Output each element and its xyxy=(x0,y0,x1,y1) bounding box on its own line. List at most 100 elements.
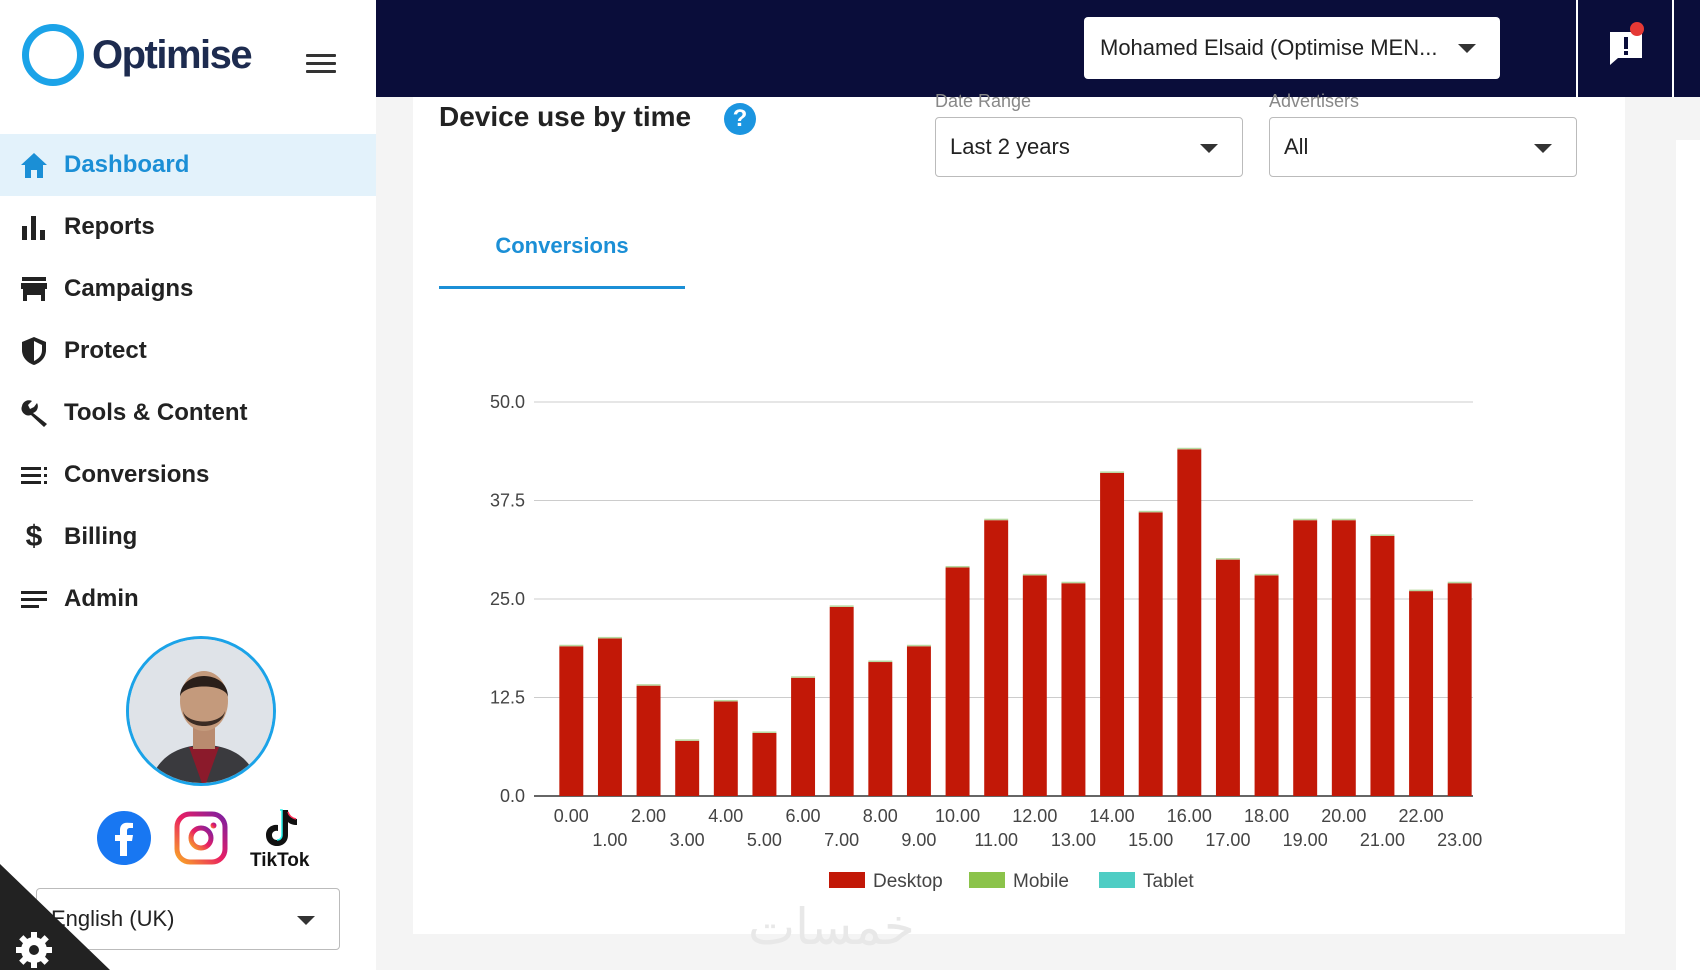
sidebar-item-label: Protect xyxy=(64,337,147,364)
sidebar-item-reports[interactable]: Reports xyxy=(0,196,376,258)
bar-top-highlight xyxy=(1370,534,1395,536)
sidebar-item-admin[interactable]: Admin xyxy=(0,568,376,630)
legend-swatch-desktop xyxy=(829,872,865,888)
bar-desktop xyxy=(1370,535,1395,796)
bar-desktop xyxy=(559,646,584,796)
x-tick-label: 22.00 xyxy=(1399,806,1444,826)
menu-lines-icon xyxy=(18,583,50,615)
sidebar-item-conversions[interactable]: Conversions xyxy=(0,444,376,506)
sidebar-item-protect[interactable]: Protect xyxy=(0,320,376,382)
bar-top-highlight xyxy=(713,699,738,702)
bar-top-highlight xyxy=(868,660,893,663)
header-divider xyxy=(1576,0,1578,97)
x-tick-label: 20.00 xyxy=(1321,806,1366,826)
chevron-down-icon xyxy=(1200,144,1218,153)
sidebar-nav: Dashboard Reports Campaigns Protect Tool… xyxy=(0,134,376,630)
legend-label-mobile: Mobile xyxy=(1013,871,1069,892)
bar-top-highlight xyxy=(597,636,622,639)
x-tick-label: 10.00 xyxy=(935,806,980,826)
x-tick-label: 6.00 xyxy=(786,806,821,826)
hamburger-menu-icon[interactable] xyxy=(306,54,336,76)
tiktok-icon xyxy=(265,809,297,846)
advertisers-select[interactable]: All xyxy=(1269,117,1577,177)
settings-corner[interactable] xyxy=(0,864,110,970)
bar-top-highlight xyxy=(1409,589,1434,592)
sidebar-item-label: Dashboard xyxy=(64,151,190,178)
bar-desktop xyxy=(906,646,931,796)
x-tick-label: 15.00 xyxy=(1128,830,1173,850)
x-tick-label: 5.00 xyxy=(747,830,782,850)
bar-top-highlight xyxy=(1138,510,1163,513)
bar-top-highlight xyxy=(1215,558,1240,560)
sidebar-item-tools-content[interactable]: Tools & Content xyxy=(0,382,376,444)
sidebar-item-dashboard[interactable]: Dashboard xyxy=(0,134,376,196)
bar-desktop xyxy=(1293,520,1318,796)
x-tick-label: 17.00 xyxy=(1205,830,1250,850)
language-select[interactable]: English (UK) xyxy=(36,888,340,950)
legend-swatch-tablet xyxy=(1099,872,1135,888)
bar-desktop xyxy=(597,638,622,796)
tiktok-label: TikTok xyxy=(250,850,310,871)
sidebar-item-billing[interactable]: $ Billing xyxy=(0,506,376,568)
y-tick-label: 12.5 xyxy=(490,688,525,708)
x-tick-label: 4.00 xyxy=(708,806,743,826)
bar-desktop xyxy=(1331,520,1356,796)
sidebar-item-campaigns[interactable]: Campaigns xyxy=(0,258,376,320)
x-tick-label: 19.00 xyxy=(1283,830,1328,850)
bar-desktop xyxy=(1177,449,1202,796)
sidebar-item-label: Admin xyxy=(64,585,139,612)
notification-icon[interactable] xyxy=(1606,28,1646,68)
bar-desktop xyxy=(829,606,854,796)
date-range-select[interactable]: Last 2 years xyxy=(935,117,1243,177)
bar-top-highlight xyxy=(1061,581,1086,584)
chevron-down-icon xyxy=(1534,144,1552,153)
bar-top-highlight xyxy=(1447,581,1472,584)
x-tick-label: 3.00 xyxy=(670,830,705,850)
account-select[interactable]: Mohamed Elsaid (Optimise MEN... xyxy=(1084,17,1500,79)
legend-label-desktop: Desktop xyxy=(873,871,943,892)
device-use-chart: 0.0 12.5 25.0 37.5 50.0 0.001.002.003.004.005… xyxy=(490,392,1482,892)
x-tick-label: 12.00 xyxy=(1012,806,1057,826)
watermark: خمسات xyxy=(748,898,915,956)
bar-top-highlight xyxy=(1254,573,1279,576)
bar-desktop xyxy=(1061,583,1086,796)
account-name: Mohamed Elsaid (Optimise MEN... xyxy=(1100,35,1438,60)
logo[interactable]: Optimise xyxy=(22,24,253,86)
tab-active-indicator xyxy=(439,286,685,289)
sidebar: Optimise Dashboard Reports Campaigns xyxy=(0,0,376,970)
avatar[interactable] xyxy=(126,636,276,786)
bar-desktop xyxy=(791,677,816,796)
y-tick-label: 37.5 xyxy=(490,491,525,511)
bar-desktop xyxy=(945,567,970,796)
bar-desktop xyxy=(868,662,893,796)
sidebar-item-label: Conversions xyxy=(64,461,210,488)
facebook-icon[interactable] xyxy=(96,810,152,871)
bar-top-highlight xyxy=(1331,518,1356,521)
instagram-icon[interactable] xyxy=(174,811,228,870)
dollar-icon: $ xyxy=(25,520,43,553)
sidebar-item-label: Reports xyxy=(64,213,155,240)
tiktok-link[interactable]: TikTok xyxy=(250,808,309,872)
bar-desktop xyxy=(1215,559,1240,796)
top-header: Mohamed Elsaid (Optimise MEN... xyxy=(376,0,1700,97)
tab-conversions[interactable]: Conversions xyxy=(495,233,629,258)
legend-swatch-mobile xyxy=(969,872,1005,888)
wrench-icon xyxy=(18,397,50,429)
bar-top-highlight xyxy=(1022,573,1047,576)
x-tick-label: 9.00 xyxy=(901,830,936,850)
help-icon[interactable]: ? xyxy=(724,103,756,135)
chevron-down-icon xyxy=(1458,44,1476,53)
social-links: TikTok xyxy=(96,808,309,872)
bar-desktop xyxy=(1409,591,1434,796)
bar-chart-icon xyxy=(18,211,50,243)
shield-icon xyxy=(18,335,50,367)
notification-badge xyxy=(1630,22,1644,36)
x-tick-label: 16.00 xyxy=(1167,806,1212,826)
logo-text: Optimise xyxy=(92,32,253,77)
x-tick-label: 11.00 xyxy=(974,830,1018,850)
sidebar-item-label: Tools & Content xyxy=(64,399,248,426)
bar-desktop xyxy=(1138,512,1163,796)
chevron-down-icon xyxy=(297,916,315,925)
language-value: English (UK) xyxy=(51,906,175,931)
x-tick-label: 8.00 xyxy=(863,806,898,826)
